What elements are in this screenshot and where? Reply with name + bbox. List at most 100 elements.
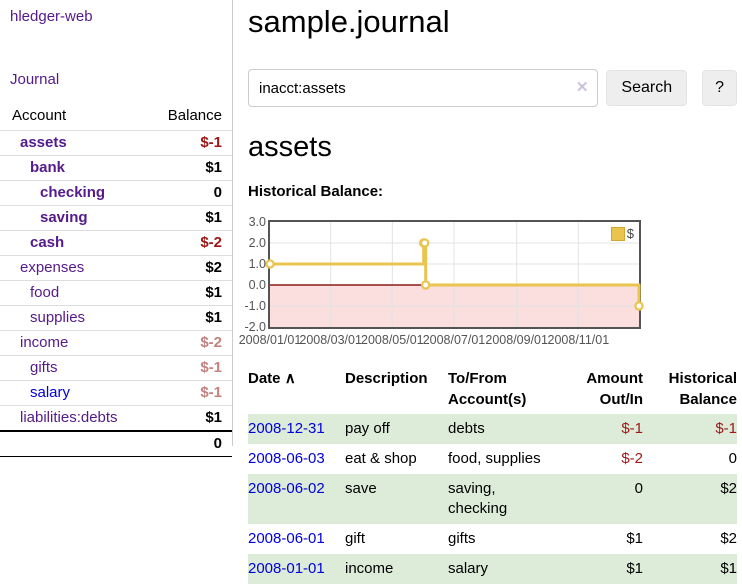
app-title-link[interactable]: hledger-web xyxy=(10,8,93,25)
register-header-amount: Amount Out/In xyxy=(573,366,643,414)
transaction-balance: $-1 xyxy=(715,420,737,437)
search-button[interactable]: Search xyxy=(606,70,688,106)
transaction-date-link[interactable]: 2008-06-01 xyxy=(248,530,325,547)
data-point-marker xyxy=(419,238,430,248)
sidebar: hledger-web Journal Account Balance asse… xyxy=(0,0,233,457)
accounts-total-balance: 0 xyxy=(150,430,232,457)
transaction-accounts-line2: checking xyxy=(448,500,508,517)
transaction-accounts: salary xyxy=(448,560,489,577)
search-input[interactable] xyxy=(248,69,599,107)
account-row: salary $-1 xyxy=(0,380,232,406)
register-header-balance: Historical Balance xyxy=(643,366,737,414)
chart-plot-area: $ xyxy=(265,220,644,329)
account-row: supplies $1 xyxy=(0,305,232,331)
account-balance: $-2 xyxy=(150,230,232,256)
register-header-description: Description xyxy=(345,370,428,387)
y-tick-label: 3.0 xyxy=(248,215,266,229)
amount-header-line2: Out/In xyxy=(599,391,643,408)
account-balance: $1 xyxy=(150,305,232,331)
legend-swatch-icon xyxy=(610,226,625,241)
y-tick-label: -1.0 xyxy=(244,299,266,313)
sidebar-item-saving[interactable]: saving xyxy=(40,209,88,226)
transaction-amount: $-1 xyxy=(621,420,643,437)
register-header-row: Date ∧ Description To/From Account(s) Am… xyxy=(248,366,737,414)
account-balance: $1 xyxy=(150,155,232,181)
transaction-accounts-line1: saving, xyxy=(448,480,496,497)
sidebar-item-checking[interactable]: checking xyxy=(40,184,106,201)
y-tick-label: 0.0 xyxy=(248,278,266,292)
account-row: assets $-1 xyxy=(0,130,232,156)
account-row: saving $1 xyxy=(0,205,232,231)
account-row: checking 0 xyxy=(0,180,232,206)
sidebar-item-expenses[interactable]: expenses xyxy=(20,259,85,276)
transaction-date-link[interactable]: 2008-06-02 xyxy=(248,480,325,497)
chart-canvas xyxy=(265,222,644,327)
transaction-description: pay off xyxy=(345,420,390,437)
register-table: Date ∧ Description To/From Account(s) Am… xyxy=(248,366,737,584)
search-help-button[interactable]: ? xyxy=(702,70,737,106)
transaction-balance: $2 xyxy=(720,480,737,497)
transaction-date-link[interactable]: 2008-01-01 xyxy=(248,560,325,577)
account-row: bank $1 xyxy=(0,155,232,181)
accounts-total-row: 0 xyxy=(0,430,232,457)
accounts-header-line1: To/From xyxy=(448,370,507,387)
account-balance: 0 xyxy=(150,180,232,206)
transaction-amount: $1 xyxy=(626,530,643,547)
sidebar-item-cash[interactable]: cash xyxy=(30,234,65,251)
accounts-header-balance: Balance xyxy=(167,107,222,124)
sidebar-item-food[interactable]: food xyxy=(30,284,60,301)
accounts-header-line2: Account(s) xyxy=(448,391,527,408)
x-tick-label: 2008/11/01 xyxy=(547,333,610,347)
sidebar-item-salary[interactable]: salary xyxy=(30,384,71,401)
account-row: expenses $2 xyxy=(0,255,232,281)
register-row: 2008-12-31 pay off debts $-1 $-1 xyxy=(248,414,737,444)
accounts-header-account: Account xyxy=(12,107,67,124)
page-title: sample.journal xyxy=(248,4,450,39)
accounts-header-row: Account Balance xyxy=(0,104,232,131)
account-balance: $1 xyxy=(150,205,232,231)
sidebar-item-gifts[interactable]: gifts xyxy=(30,359,58,376)
register-header-accounts: To/From Account(s) xyxy=(448,366,573,414)
transaction-amount: $-2 xyxy=(621,450,643,467)
main-content: sample.journal ✕ Search ? assets Histori… xyxy=(239,0,737,584)
legend-label: $ xyxy=(626,226,634,241)
account-balance: $-2 xyxy=(150,330,232,356)
transaction-amount: $1 xyxy=(626,560,643,577)
sidebar-item-assets[interactable]: assets xyxy=(20,134,67,151)
sidebar-item-liabilities-debts[interactable]: liabilities:debts xyxy=(20,409,118,426)
account-row: food $1 xyxy=(0,280,232,306)
x-tick-label: 2008/01/01 xyxy=(238,333,302,347)
transaction-date-link[interactable]: 2008-06-03 xyxy=(248,450,325,467)
transaction-description: save xyxy=(345,480,377,497)
register-row: 2008-06-01 gift gifts $1 $2 xyxy=(248,524,737,554)
chart-legend: $ xyxy=(608,225,636,242)
transaction-balance: $2 xyxy=(720,530,737,547)
sidebar-item-income[interactable]: income xyxy=(20,334,69,351)
account-balance: $2 xyxy=(150,255,232,281)
transaction-amount: 0 xyxy=(634,480,643,497)
register-header-date[interactable]: Date ∧ xyxy=(248,366,345,414)
account-row: liabilities:debts $1 xyxy=(0,405,232,431)
accounts-table: Account Balance assets $-1 bank $1 check… xyxy=(0,104,232,457)
x-tick-label: 2008/03/01 xyxy=(299,333,362,347)
sidebar-item-journal[interactable]: Journal xyxy=(10,71,60,88)
transaction-description: income xyxy=(345,560,394,577)
transaction-description: gift xyxy=(345,530,366,547)
sidebar-item-supplies[interactable]: supplies xyxy=(30,309,86,326)
amount-header-line1: Amount xyxy=(586,370,643,387)
y-tick-label: 1.0 xyxy=(248,257,266,271)
data-point-marker xyxy=(420,280,431,290)
transaction-date-link[interactable]: 2008-12-31 xyxy=(248,420,325,437)
historical-balance-chart: $ 3.0 2.0 1.0 0.0 -1.0 -2.0 2008/01/01 2008/03/… xyxy=(239,212,737,347)
transaction-balance: 0 xyxy=(728,450,737,467)
y-tick-label: 2.0 xyxy=(248,236,266,250)
sidebar-item-bank[interactable]: bank xyxy=(30,159,66,176)
account-row: income $-2 xyxy=(0,330,232,356)
account-heading: assets xyxy=(248,131,332,163)
account-balance: $1 xyxy=(150,405,232,431)
transaction-balance: $1 xyxy=(720,560,737,577)
sort-ascending-icon: ∧ xyxy=(284,370,296,387)
transaction-description: eat & shop xyxy=(345,450,417,467)
x-tick-label: 2008/07/01 xyxy=(422,333,486,347)
clear-search-icon[interactable]: ✕ xyxy=(575,79,589,96)
